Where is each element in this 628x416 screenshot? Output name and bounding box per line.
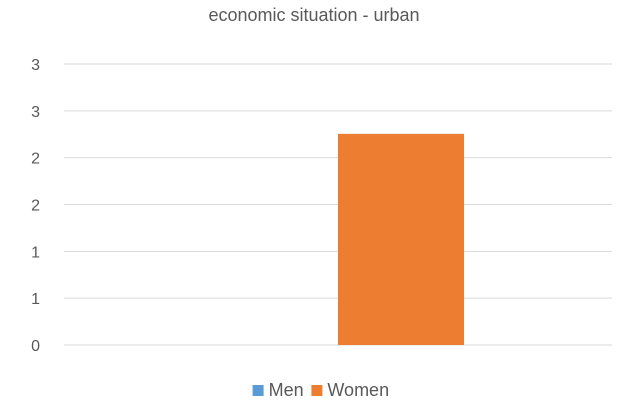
legend-swatch-women (311, 385, 323, 396)
chart-title: economic situation - urban (208, 5, 419, 25)
y-axis-ticks: 0 1 1 2 2 3 3 (31, 57, 40, 355)
y-tick-label: 2 (31, 198, 40, 215)
y-tick-label: 1 (31, 244, 40, 261)
bar-women (338, 133, 465, 345)
legend-label-women: Women (327, 380, 389, 400)
legend: Men Women (252, 380, 389, 400)
legend-label-men: Men (269, 380, 304, 400)
y-tick-label: 3 (31, 57, 40, 74)
y-tick-label: 1 (31, 291, 40, 308)
y-tick-label: 3 (31, 104, 40, 121)
y-tick-label: 0 (31, 338, 40, 355)
legend-swatch-men (252, 385, 264, 396)
y-tick-label: 2 (31, 151, 40, 168)
bars (338, 133, 465, 345)
